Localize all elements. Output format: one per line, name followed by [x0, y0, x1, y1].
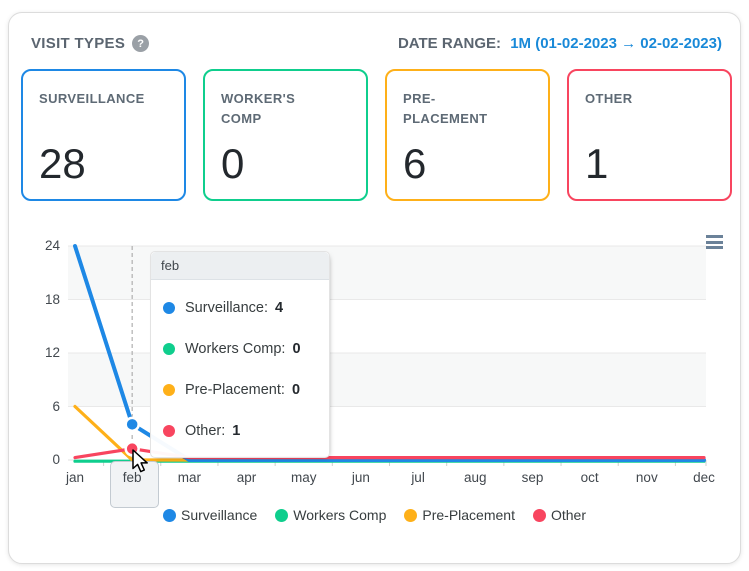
card-label: WORKER'S COMP — [221, 91, 296, 126]
card-label: OTHER — [585, 91, 633, 106]
panel-header: VISIT TYPES ? — [31, 35, 150, 52]
card-value: 28 — [39, 140, 86, 187]
card-pre-placement: PRE-PLACEMENT 6 — [385, 69, 550, 201]
date-range: DATE RANGE: 1M (01-02-2023 → 02-02-2023) — [398, 35, 722, 52]
card-value: 1 — [585, 140, 609, 187]
card-surveillance: SURVEILLANCE 28 — [21, 69, 186, 201]
chart-menu-icon[interactable] — [706, 235, 723, 252]
menu-bar — [706, 240, 723, 244]
menu-bar — [706, 235, 723, 238]
date-range-label: DATE RANGE: — [397, 35, 502, 52]
menu-bar — [706, 246, 723, 249]
card-label: SURVEILLANCE — [39, 91, 145, 106]
card-value: 0 — [221, 140, 245, 187]
stat-cards-row: SURVEILLANCE 28 WORKER'S COMP 0 PRE-PLAC… — [21, 69, 732, 201]
page-title: VISIT TYPES — [31, 35, 126, 52]
card-value: 6 — [403, 140, 427, 187]
card-other: OTHER 1 — [567, 69, 732, 201]
date-range-value[interactable]: 1M (01-02-2023 → 02-02-2023) — [510, 35, 722, 52]
help-icon[interactable]: ? — [132, 35, 150, 52]
card-label: PRE-PLACEMENT — [403, 91, 488, 126]
visit-types-panel: VISIT TYPES ? DATE RANGE: 1M (01-02-2023… — [8, 12, 741, 564]
card-workers-comp: WORKER'S COMP 0 — [203, 69, 368, 201]
